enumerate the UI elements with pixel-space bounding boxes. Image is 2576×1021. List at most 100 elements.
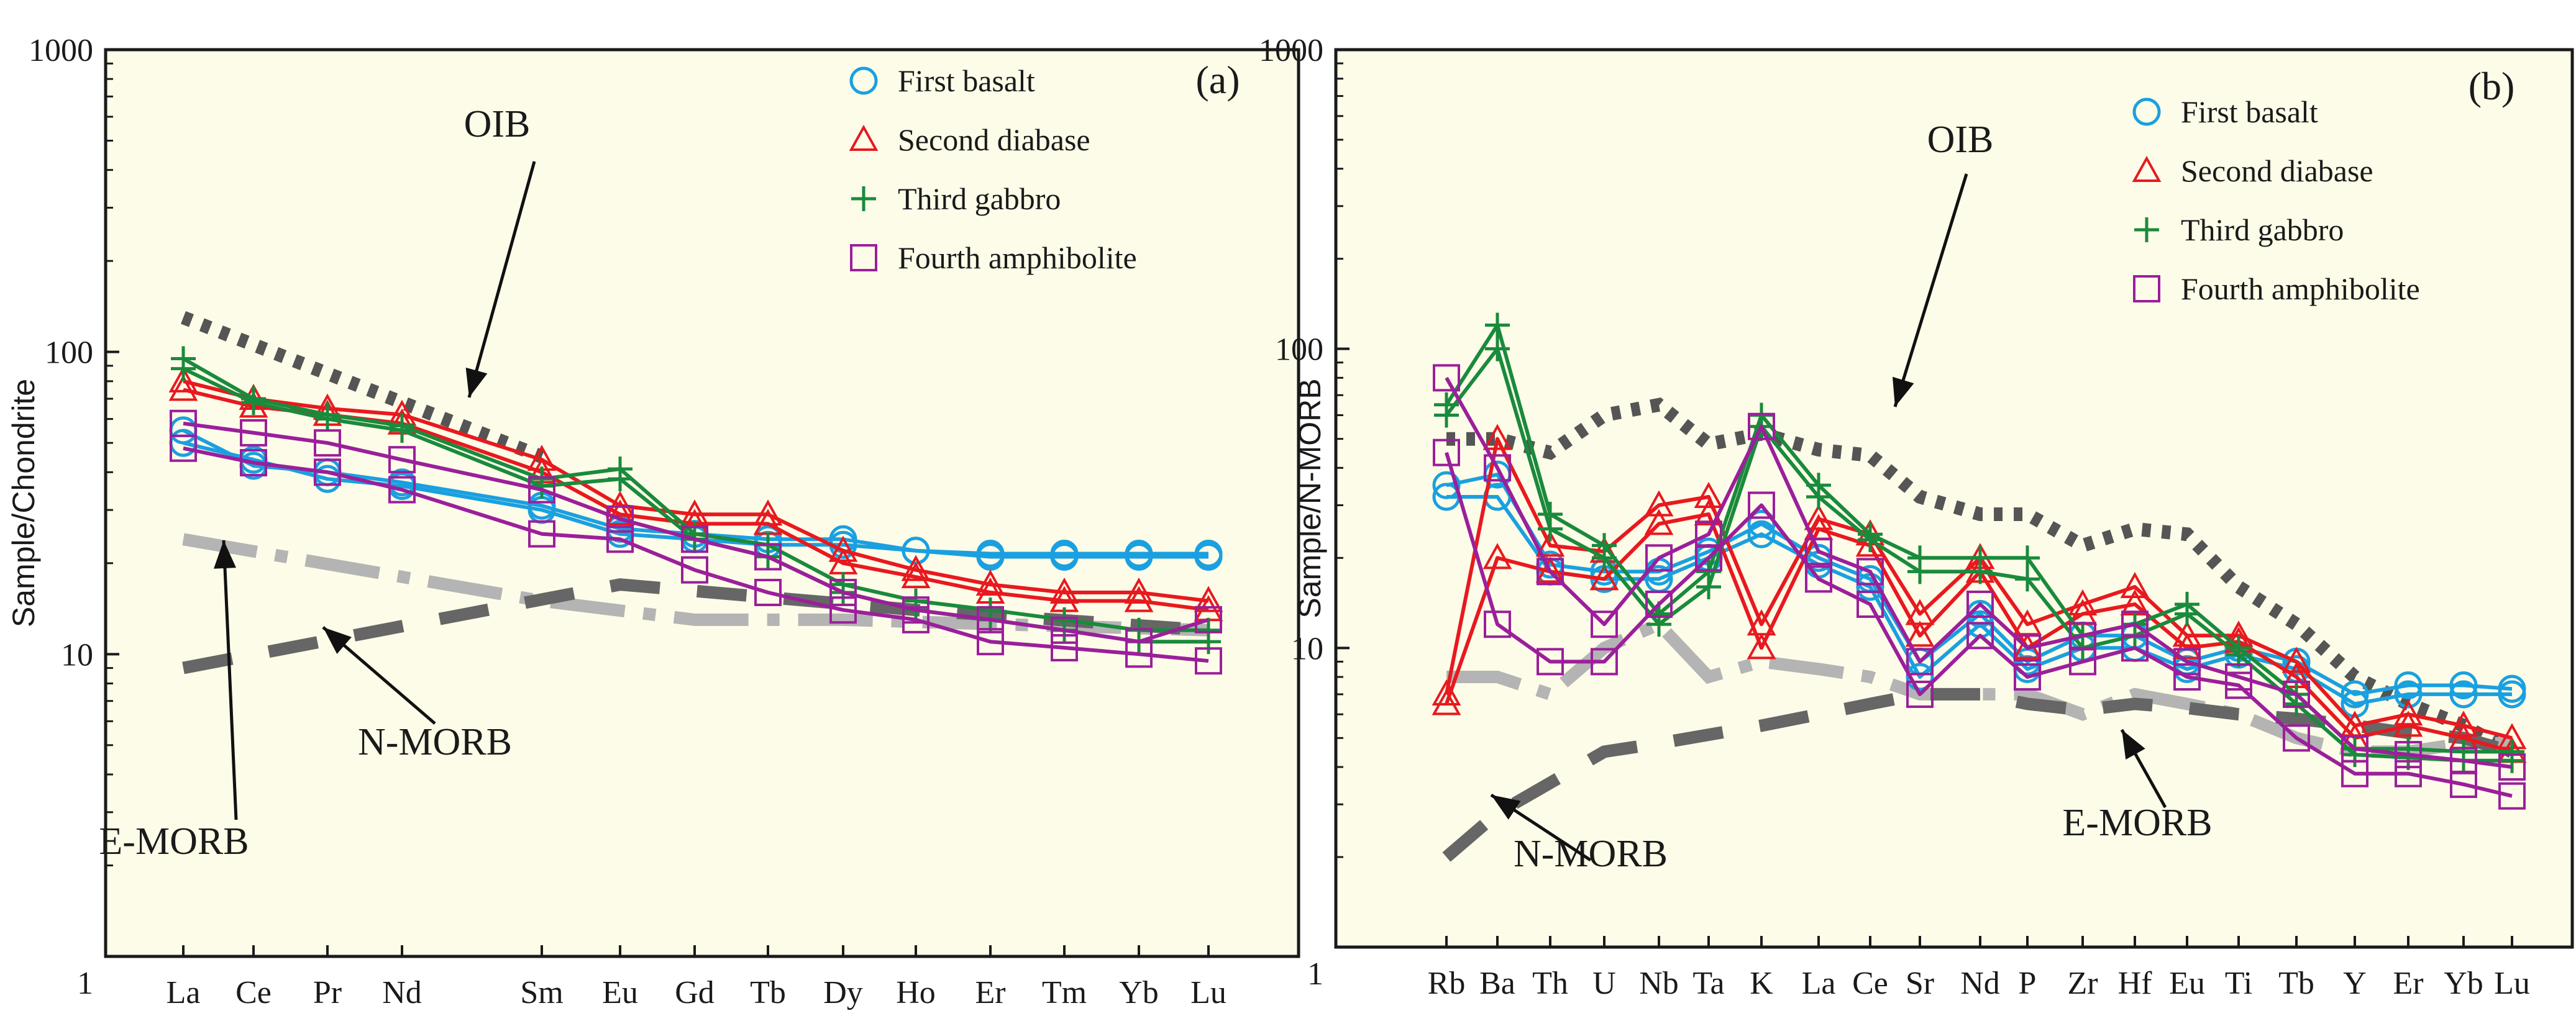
annotation-arrow-head: [323, 627, 352, 655]
data-point: [1485, 312, 1510, 338]
data-point: [240, 419, 267, 447]
data-point: [315, 406, 340, 432]
data-point: [2283, 680, 2310, 708]
data-point: [849, 66, 878, 95]
data-point: [1858, 527, 1883, 553]
x-tick-label: Nb: [1639, 966, 1679, 1001]
legend-label: Third gabbro: [2181, 212, 2344, 247]
data-point: [2449, 710, 2478, 737]
y-tick-label: 100: [1275, 332, 1323, 368]
data-point: [2500, 748, 2524, 773]
data-point: [1694, 499, 1724, 525]
data-point: [1482, 543, 1512, 569]
data-point: [2173, 648, 2201, 676]
data-point: [1432, 689, 1461, 715]
y-tick-label: 1: [77, 966, 93, 1001]
data-point: [976, 543, 1005, 571]
data-point: [1645, 544, 1673, 572]
data-point: [1537, 648, 1564, 676]
data-point: [1124, 586, 1154, 612]
data-point: [829, 596, 857, 624]
series-line: [1445, 376, 2513, 769]
data-point: [2395, 760, 2422, 787]
x-tick-label: Y: [2343, 966, 2367, 1001]
data-point: [2394, 680, 2423, 709]
reference-line-e-morb: [182, 533, 1209, 637]
data-point: [1907, 559, 1932, 584]
data-point: [1857, 590, 1884, 618]
data-point: [1748, 491, 1775, 519]
x-tick-label: Pr: [313, 975, 342, 1010]
data-point: [388, 446, 416, 474]
x-tick-label: Hf: [2118, 966, 2153, 1001]
data-point: [1644, 490, 1674, 517]
data-point: [1051, 616, 1078, 644]
data-point: [1645, 590, 1673, 618]
annotation-nmorb: N-MORB: [1514, 833, 1668, 875]
x-tick-label: Ce: [235, 975, 272, 1010]
data-point: [2281, 647, 2311, 673]
data-point: [1592, 545, 1617, 571]
series-fourth-amphibolite: [170, 409, 1222, 675]
x-tick-label: Ce: [1852, 966, 1888, 1001]
data-point: [2172, 633, 2202, 660]
data-point: [388, 476, 416, 504]
data-point: [1695, 544, 1722, 572]
annotation-arrow-head: [1491, 795, 1521, 820]
data-point: [850, 244, 877, 271]
data-point: [1694, 481, 1724, 509]
data-point: [171, 356, 196, 381]
x-tick-label: Eu: [602, 975, 638, 1010]
data-point: [2498, 680, 2526, 709]
data-point: [1968, 559, 1993, 584]
data-point: [1535, 556, 1565, 583]
data-point: [1484, 610, 1511, 638]
x-tick-label: Yb: [2444, 966, 2483, 1001]
x-tick-label: P: [2019, 966, 2037, 1001]
x-tick-label: Tb: [750, 975, 786, 1010]
data-point: [1434, 402, 1459, 428]
series-line: [183, 379, 1209, 603]
data-point: [2394, 671, 2423, 700]
data-point: [2121, 634, 2149, 662]
data-point: [2341, 680, 2369, 709]
data-point: [1748, 412, 1775, 440]
data-point: [1484, 454, 1511, 482]
data-point: [1857, 558, 1884, 586]
annotation-arrow-head: [1892, 376, 1914, 407]
x-tick-label: Er: [2393, 966, 2423, 1001]
data-point: [1644, 509, 1674, 535]
legend-label: First basalt: [898, 63, 1035, 98]
x-tick-label: Dy: [823, 975, 863, 1010]
annotation-arrow-shaft: [467, 161, 536, 398]
x-tick-label: Nd: [1960, 966, 2000, 1001]
data-point: [681, 556, 708, 584]
annotation-nmorb: N-MORB: [358, 721, 512, 763]
data-point: [1537, 558, 1564, 586]
y-axis-label: Sample/Chondrite: [6, 379, 41, 627]
data-point: [528, 520, 555, 548]
data-point: [2341, 760, 2368, 787]
data-point: [2341, 689, 2369, 718]
x-tick-label: La: [1802, 966, 1836, 1001]
y-tick-label: 100: [45, 335, 93, 371]
x-tick-label: Eu: [2169, 966, 2205, 1001]
data-point: [1966, 622, 1994, 650]
x-tick-label: Zr: [2067, 966, 2098, 1001]
data-point: [2225, 671, 2252, 699]
legend: First basalt Second diabase Third gabbro Fo…: [2132, 94, 2420, 306]
legend-label: Second diabase: [898, 122, 1090, 157]
data-point: [1125, 640, 1153, 668]
annotation-emorb: E-MORB: [2062, 802, 2212, 844]
data-point: [2015, 545, 2040, 571]
data-point: [2395, 741, 2422, 769]
data-point: [2120, 571, 2150, 599]
data-point: [1194, 543, 1223, 571]
annotation-arrow-shaft: [1893, 173, 1968, 407]
data-point: [2069, 648, 2096, 676]
data-point: [1806, 484, 1831, 510]
data-point: [754, 543, 782, 571]
data-point: [754, 578, 782, 606]
y-tick-label: 1000: [1259, 33, 1323, 68]
